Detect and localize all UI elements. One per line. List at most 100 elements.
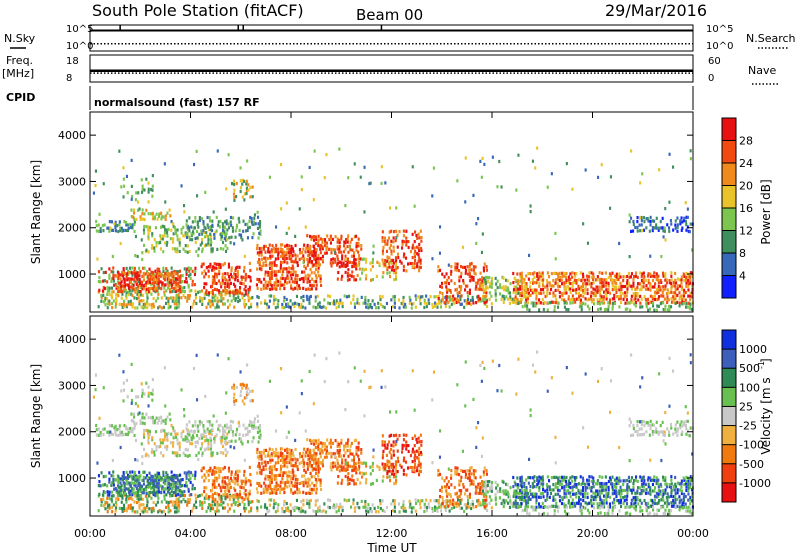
velocity-echo-cell (268, 447, 271, 451)
power-echo-cell (376, 260, 379, 264)
power-echo-cell (371, 278, 374, 282)
power-echo-cell (262, 263, 265, 268)
velocity-echo-cell (331, 505, 334, 509)
power-echo-cell (256, 251, 259, 255)
power-echo-cell (352, 294, 355, 298)
velocity-echo-cell (233, 509, 236, 513)
power-echo-cell (227, 274, 230, 279)
velocity-echo-cell (444, 500, 447, 504)
power-echo-cell (365, 274, 368, 278)
velocity-echo-cell (277, 451, 280, 455)
power-echo-cell (536, 272, 539, 276)
power-echo-cell (116, 224, 119, 228)
power-echo-cell (371, 299, 374, 303)
power-echo-cell (247, 296, 250, 300)
power-echo-cell (168, 274, 171, 278)
power-echo-cell (310, 283, 313, 287)
power-echo-cell (290, 257, 293, 261)
power-echo-cell (569, 272, 572, 276)
velocity-echo-cell (241, 496, 244, 500)
power-echo-cell (689, 305, 692, 309)
power-echo-cell (248, 288, 251, 292)
power-echo-cell (178, 237, 181, 241)
velocity-echo-cell (457, 498, 460, 502)
power-echo-cell (270, 250, 273, 254)
power-echo-cell (137, 290, 140, 294)
power-echo-cell (110, 277, 113, 281)
power-echo-cell (688, 230, 691, 234)
velocity-echo-cell (205, 509, 208, 513)
power-echo-cell (256, 260, 259, 264)
power-echo-cell (390, 252, 393, 256)
velocity-echo-cell (417, 450, 420, 454)
velocity-echo-cell (114, 429, 117, 434)
velocity-echo-cell (210, 506, 213, 510)
velocity-echo-cell (329, 498, 332, 503)
power-echo-cell (291, 254, 294, 258)
power-echo-cell (504, 285, 507, 289)
velocity-echo-cell (235, 429, 238, 433)
power-echo-cell (166, 240, 169, 244)
power-echo-cell (292, 250, 295, 254)
power-echo-cell (581, 302, 584, 306)
power-echo-cell (233, 182, 236, 187)
velocity-echo-cell (194, 420, 197, 424)
power-echo-cell (686, 207, 689, 211)
power-echo-cell (681, 302, 684, 306)
power-echo-cell (273, 286, 276, 291)
power-echo-cell (313, 247, 316, 251)
power-echo-cell (151, 271, 154, 275)
velocity-echo-cell (169, 441, 172, 445)
velocity-echo-cell (216, 507, 219, 511)
power-echo-cell (166, 274, 169, 278)
power-echo-cell (532, 301, 535, 305)
velocity-echo-cell (235, 399, 238, 403)
power-echo-cell (163, 230, 166, 235)
power-echo-cell (346, 274, 349, 278)
velocity-echo-cell (393, 434, 396, 438)
power-echo-cell (163, 286, 166, 290)
power-echo-cell (331, 301, 334, 305)
power-echo-cell (260, 280, 263, 284)
velocity-echo-cell (360, 448, 363, 452)
power-echo-cell (163, 293, 166, 297)
power-echo-cell (580, 278, 583, 283)
velocity-echo-cell (117, 498, 120, 502)
power-echo-cell (163, 234, 166, 238)
power-echo-cell (389, 206, 392, 210)
power-echo-cell (440, 285, 443, 289)
power-echo-cell (409, 261, 412, 266)
velocity-echo-cell (398, 510, 401, 514)
velocity-echo-cell (419, 462, 422, 466)
velocity-echo-cell (319, 478, 322, 482)
power-echo-cell (630, 149, 633, 153)
power-echo-cell (505, 288, 508, 292)
power-echo-cell (125, 293, 128, 298)
power-echo-cell (201, 238, 204, 242)
velocity-echo-cell (279, 454, 282, 458)
velocity-echo-cell (117, 480, 120, 484)
power-echo-cell (527, 291, 530, 295)
power-echo-cell (670, 271, 673, 275)
velocity-echo-cell (137, 497, 140, 501)
power-echo-cell (268, 243, 271, 247)
velocity-echo-cell (115, 500, 118, 504)
power-echo-cell (236, 265, 239, 269)
power-echo-cell (405, 229, 408, 233)
velocity-echo-cell (133, 426, 136, 431)
velocity-echo-cell (165, 447, 168, 451)
power-scatter-layer (92, 146, 694, 312)
velocity-echo-cell (416, 440, 419, 444)
velocity-echo-cell (310, 487, 313, 491)
velocity-echo-cell (336, 467, 339, 471)
power-echo-cell (152, 275, 155, 280)
velocity-echo-cell (370, 482, 373, 486)
y-tick-label: 4000 (58, 129, 86, 142)
velocity-echo-cell (328, 506, 331, 510)
power-echo-cell (338, 250, 341, 254)
velocity-echo-cell (181, 490, 184, 494)
power-echo-cell (151, 234, 154, 238)
velocity-echo-cell (234, 470, 237, 474)
power-echo-cell (139, 290, 142, 294)
power-echo-cell (354, 262, 357, 266)
